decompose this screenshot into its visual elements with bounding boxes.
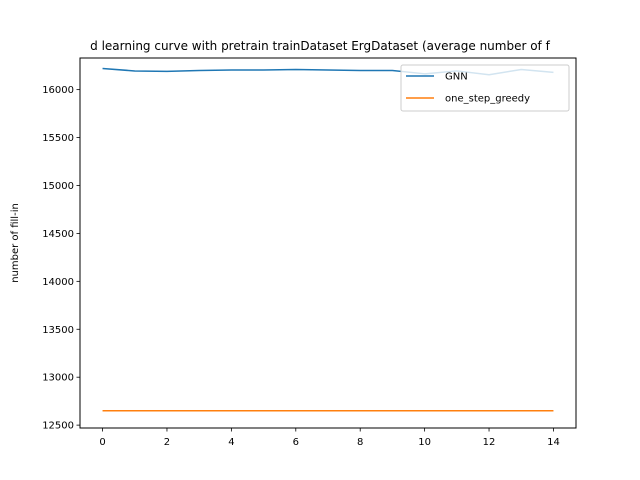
y-tick-label: 14000 bbox=[42, 277, 74, 288]
y-axis-label: number of fill-in bbox=[10, 203, 21, 283]
x-tick-label: 0 bbox=[99, 437, 105, 448]
y-tick-label: 15500 bbox=[42, 133, 74, 144]
x-tick-label: 4 bbox=[228, 437, 234, 448]
x-axis: 0 2 4 6 8 10 12 14 bbox=[99, 428, 560, 448]
y-tick-label: 13000 bbox=[42, 373, 74, 384]
plot-area: 0 2 4 6 8 10 12 14 12500 13000 13500 14000 14500 150… bbox=[42, 57, 577, 448]
x-tick-label: 12 bbox=[483, 437, 496, 448]
x-tick-label: 6 bbox=[293, 437, 299, 448]
y-tick-label: 14500 bbox=[42, 229, 74, 240]
x-tick-label: 2 bbox=[164, 437, 170, 448]
y-axis: 12500 13000 13500 14000 14500 15000 15500 16000 bbox=[42, 85, 80, 432]
y-tick-label: 15000 bbox=[42, 181, 74, 192]
x-tick-label: 10 bbox=[418, 437, 431, 448]
y-tick-label: 16000 bbox=[42, 85, 74, 96]
legend: GNN one_step_greedy bbox=[400, 64, 570, 112]
x-tick-label: 8 bbox=[357, 437, 363, 448]
plot-frame bbox=[79, 57, 577, 429]
x-tick-label: 14 bbox=[547, 437, 560, 448]
legend-box bbox=[400, 64, 570, 112]
y-tick-label: 13500 bbox=[42, 325, 74, 336]
legend-label: one_step_greedy bbox=[445, 94, 530, 105]
chart-title: d learning curve with pretrain trainData… bbox=[90, 39, 550, 53]
legend-label: GNN bbox=[445, 72, 468, 83]
y-tick-label: 12500 bbox=[42, 421, 74, 432]
